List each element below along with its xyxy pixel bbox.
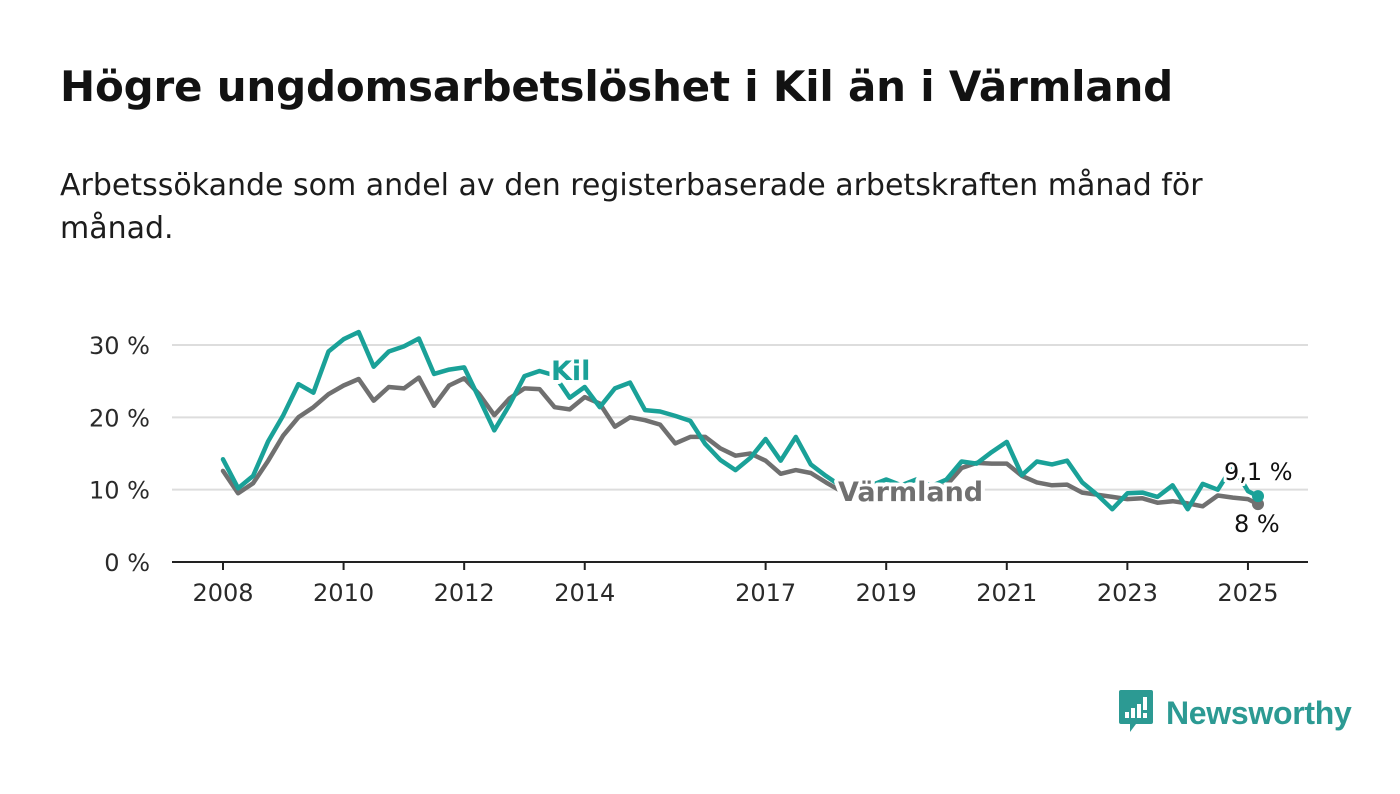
series-line-kil xyxy=(220,329,1261,512)
x-tick-label: 2012 xyxy=(434,579,495,607)
y-tick-label: 30 % xyxy=(89,332,150,360)
brand-name: Newsworthy xyxy=(1166,694,1352,731)
series-label-varmland: Värmland xyxy=(838,477,983,508)
bar-chart-speech-bubble-icon xyxy=(1118,688,1154,738)
x-tick-label: 2017 xyxy=(735,579,796,607)
newsworthy-logo: Newsworthy xyxy=(1118,690,1352,736)
end-value-label-varmland: 8 % xyxy=(1234,510,1280,538)
x-tick-label: 2014 xyxy=(554,579,615,607)
x-tick-label: 2019 xyxy=(856,579,917,607)
end-value-label-kil: 9,1 % xyxy=(1224,458,1293,486)
x-axis-ticks: 2008 2010 2012 2014 2017 2019 2021 2023 2025 xyxy=(192,562,1278,607)
y-axis-ticks: 0 % 10 % 20 % 30 % xyxy=(89,332,150,577)
chart-title: Högre ungdomsarbetslöshet i Kil än i Vär… xyxy=(60,62,1174,111)
x-tick-label: 2010 xyxy=(313,579,374,607)
series-labels: Kil Värmland 9,1 % 8 % xyxy=(547,352,1296,541)
y-tick-label: 0 % xyxy=(104,549,150,577)
x-tick-label: 2025 xyxy=(1217,579,1278,607)
y-tick-label: 10 % xyxy=(89,477,150,505)
x-tick-label: 2023 xyxy=(1097,579,1158,607)
end-point-kil xyxy=(1252,490,1264,503)
chart-subtitle: Arbetssökande som andel av den registerb… xyxy=(60,168,1203,246)
gridlines xyxy=(172,344,1308,491)
series-lines xyxy=(220,329,1264,512)
series-line-varmland xyxy=(220,375,1261,509)
y-tick-label: 20 % xyxy=(89,404,150,432)
series-label-kil: Kil xyxy=(551,356,590,387)
x-tick-label: 2008 xyxy=(192,579,253,607)
x-tick-label: 2021 xyxy=(976,579,1037,607)
